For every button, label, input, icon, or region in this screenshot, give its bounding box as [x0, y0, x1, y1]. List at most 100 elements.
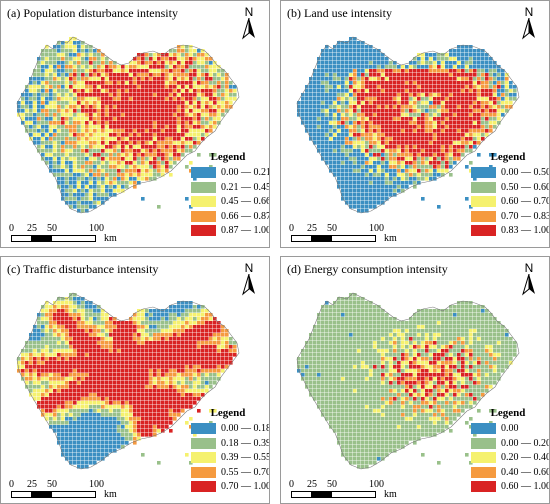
- raster-cell: [457, 149, 461, 153]
- raster-cell: [101, 349, 105, 353]
- raster-cell: [353, 161, 357, 165]
- raster-cell: [205, 381, 209, 385]
- raster-cell: [57, 113, 61, 117]
- raster-cell: [353, 173, 357, 177]
- raster-cell: [341, 317, 345, 321]
- raster-cell: [337, 85, 341, 89]
- raster-cell: [137, 381, 141, 385]
- raster-cell: [117, 85, 121, 89]
- raster-cell: [125, 97, 129, 101]
- raster-cell: [345, 317, 349, 321]
- raster-cell: [129, 77, 133, 81]
- raster-cell: [365, 161, 369, 165]
- raster-cell: [469, 137, 473, 141]
- raster-cell: [57, 433, 61, 437]
- raster-cell: [93, 105, 97, 109]
- raster-cell: [173, 389, 177, 393]
- raster-cell: [137, 333, 141, 337]
- raster-cell: [101, 389, 105, 393]
- raster-cell: [121, 389, 125, 393]
- raster-cell: [401, 181, 405, 185]
- raster-cell: [169, 417, 173, 421]
- raster-cell: [121, 137, 125, 141]
- raster-cell: [185, 145, 189, 149]
- raster-cell: [381, 117, 385, 121]
- raster-cell: [137, 361, 141, 365]
- raster-cell: [65, 305, 69, 309]
- raster-cell: [425, 145, 429, 149]
- raster-cell: [109, 169, 113, 173]
- raster-cell: [101, 169, 105, 173]
- scale-tick-label: 50: [47, 223, 57, 234]
- raster-cell: [113, 61, 117, 65]
- raster-cell: [113, 321, 117, 325]
- raster-cell: [177, 45, 181, 49]
- raster-cell: [429, 69, 433, 73]
- raster-cell: [137, 385, 141, 389]
- raster-cell: [449, 97, 453, 101]
- raster-cell: [217, 113, 221, 117]
- raster-cell: [225, 345, 229, 349]
- raster-cell: [101, 65, 105, 69]
- raster-cell: [189, 73, 193, 77]
- raster-cell: [97, 73, 101, 77]
- raster-cell: [153, 401, 157, 405]
- raster-cell: [193, 113, 197, 117]
- raster-cell: [465, 313, 469, 317]
- raster-cell: [333, 93, 337, 97]
- raster-cell: [141, 309, 145, 313]
- raster-cell: [153, 145, 157, 149]
- raster-cell: [25, 117, 29, 121]
- raster-cell: [453, 105, 457, 109]
- raster-cell: [369, 193, 373, 197]
- raster-cell: [85, 205, 89, 209]
- raster-cell: [81, 137, 85, 141]
- raster-cell: [73, 369, 77, 373]
- raster-cell: [409, 101, 413, 105]
- raster-cell: [377, 49, 381, 53]
- raster-map: [296, 36, 520, 214]
- raster-cell: [429, 133, 433, 137]
- raster-cell: [453, 125, 457, 129]
- raster-cell: [201, 89, 205, 93]
- legend-swatch: [191, 225, 216, 237]
- raster-cell: [341, 113, 345, 117]
- raster-cell: [133, 397, 137, 401]
- raster-cell: [185, 337, 189, 341]
- raster-cell: [313, 101, 317, 105]
- raster-cell: [341, 169, 345, 173]
- raster-cell: [405, 169, 409, 173]
- raster-cell: [101, 61, 105, 65]
- raster-cell: [429, 121, 433, 125]
- raster-cell: [73, 105, 77, 109]
- raster-cell: [53, 109, 57, 113]
- raster-cell: [73, 317, 77, 321]
- raster-cell: [133, 77, 137, 81]
- raster-cell: [45, 305, 49, 309]
- raster-cell: [53, 49, 57, 53]
- legend-label: 0.39 — 0.55: [221, 452, 270, 464]
- raster-cell: [29, 389, 33, 393]
- raster-cell: [69, 113, 73, 117]
- raster-cell: [133, 113, 137, 117]
- raster-cell: [481, 69, 485, 73]
- raster-cell: [233, 93, 237, 97]
- raster-cell: [89, 69, 93, 73]
- raster-cell: [481, 105, 485, 109]
- map-panel-c: (c) Traffic disturbance intensity N Lege…: [0, 256, 270, 504]
- raster-cell: [101, 353, 105, 357]
- raster-cell: [457, 105, 461, 109]
- raster-cell: [437, 169, 441, 173]
- raster-cell: [481, 109, 485, 113]
- raster-cell: [93, 313, 97, 317]
- raster-cell: [405, 153, 409, 157]
- raster-cell: [309, 85, 313, 89]
- raster-cell: [165, 157, 169, 161]
- raster-cell: [465, 121, 469, 125]
- raster-cell: [69, 45, 73, 49]
- raster-cell: [493, 117, 497, 121]
- raster-cell: [85, 109, 89, 113]
- raster-cell: [433, 173, 437, 177]
- raster-cell: [153, 169, 157, 173]
- raster-cell: [65, 137, 69, 141]
